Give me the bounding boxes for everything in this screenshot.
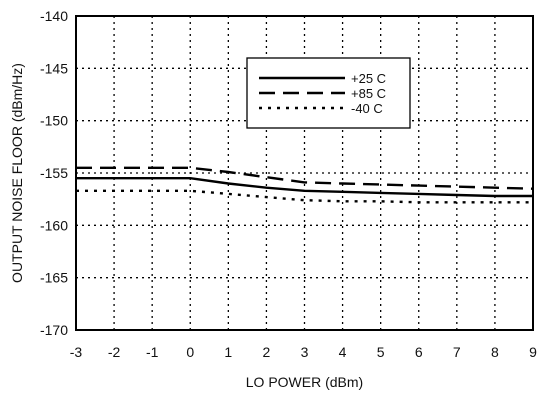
x-tick-label: 8 xyxy=(491,344,499,360)
series-lines xyxy=(76,166,534,204)
legend-label: -40 C xyxy=(351,101,383,116)
x-tick-label: -2 xyxy=(108,344,121,360)
x-axis-title: LO POWER (dBm) xyxy=(246,374,363,390)
x-tick-label: 3 xyxy=(301,344,309,360)
y-tick-label: -150 xyxy=(40,113,68,129)
x-tick-label: 7 xyxy=(453,344,461,360)
plot-frame xyxy=(75,15,534,331)
x-tick-label: 2 xyxy=(263,344,271,360)
series-line xyxy=(76,166,534,190)
x-tick-label: 6 xyxy=(415,344,423,360)
legend: +25 C+85 C-40 C xyxy=(246,57,411,129)
x-tick-label: 9 xyxy=(529,344,537,360)
y-tick-label: -140 xyxy=(40,8,68,24)
x-tick-labels: -3 -2 -1 0 1 2 3 4 5 6 7 8 9 xyxy=(70,344,537,360)
y-tick-label: -160 xyxy=(40,217,68,233)
legend-box xyxy=(246,57,411,129)
y-tick-label: -170 xyxy=(40,322,68,338)
y-tick-labels: -170 -165 -160 -155 -150 -145 -140 xyxy=(40,8,68,338)
legend-label: +85 C xyxy=(351,86,386,101)
y-axis-title: OUTPUT NOISE FLOOR (dBm/Hz) xyxy=(9,63,25,283)
y-tick-label: -165 xyxy=(40,270,68,286)
x-tick-label: 1 xyxy=(224,344,232,360)
series-line xyxy=(76,176,533,198)
y-tick-label: -155 xyxy=(40,165,68,181)
legend-label: +25 C xyxy=(351,71,386,86)
x-tick-label: -3 xyxy=(70,344,83,360)
y-tick-label: -145 xyxy=(40,60,68,76)
x-tick-label: 0 xyxy=(186,344,194,360)
x-tick-label: 5 xyxy=(377,344,385,360)
x-tick-label: -1 xyxy=(146,344,159,360)
x-tick-label: 4 xyxy=(339,344,347,360)
